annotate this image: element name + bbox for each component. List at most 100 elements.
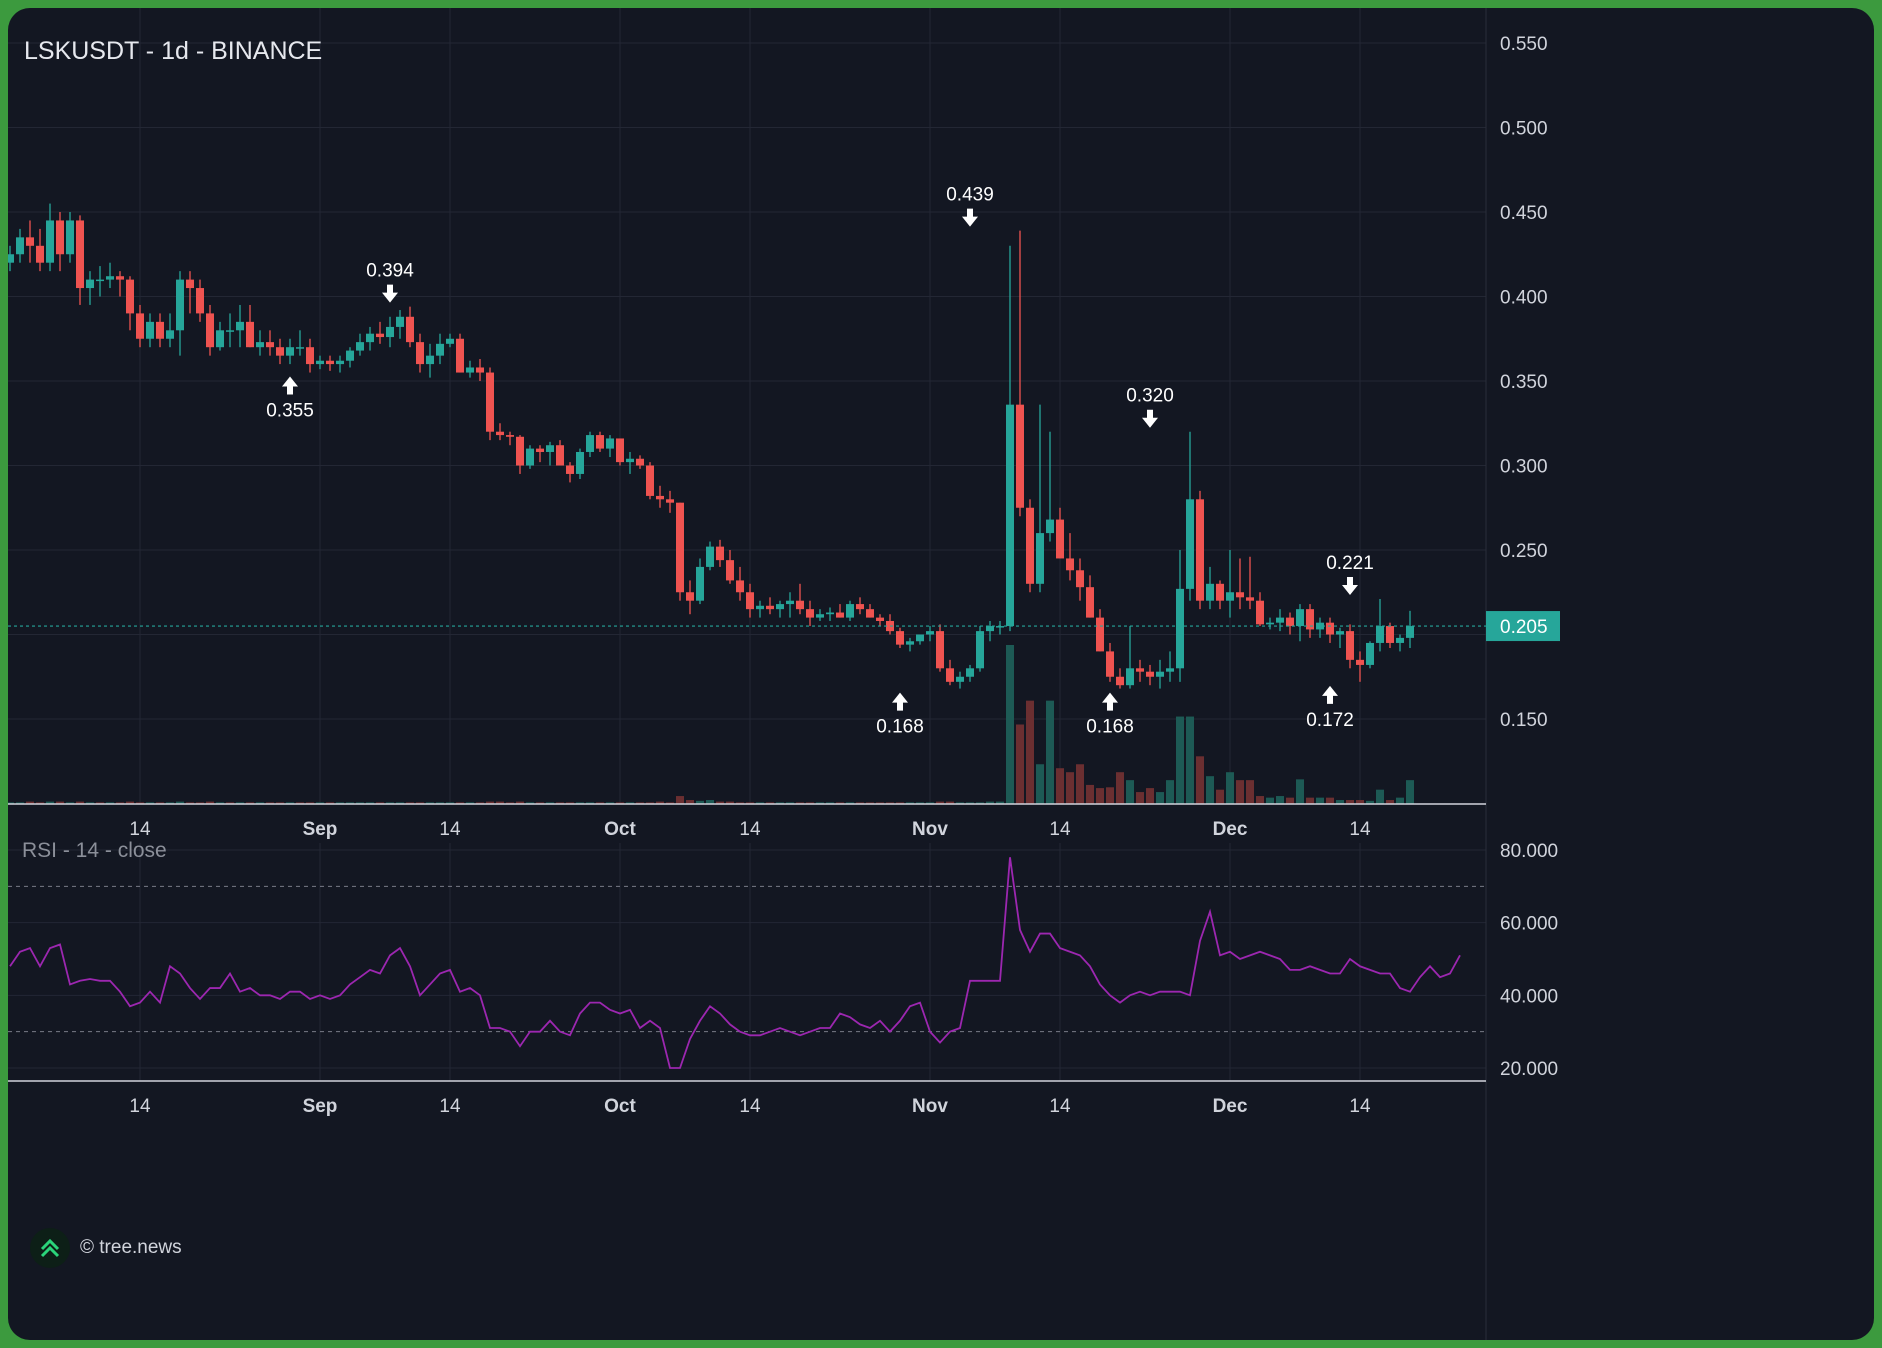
volume-bar [836, 802, 844, 804]
volume-bar [106, 802, 114, 804]
last-price-label: 0.205 [1500, 617, 1548, 638]
volume-bar [146, 802, 154, 804]
volume-bar [856, 802, 864, 804]
time-tick-label: 14 [129, 819, 151, 840]
candle-body [1106, 651, 1114, 677]
volume-bar [706, 800, 714, 804]
candle-body [66, 220, 74, 255]
volume-bar [876, 802, 884, 804]
volume-bar [1406, 780, 1414, 804]
volume-bar [896, 802, 904, 804]
volume-bar [866, 802, 874, 804]
chart-title: LSKUSDT - 1d - BINANCE [24, 37, 322, 65]
candle-body [636, 458, 644, 466]
candle-body [786, 600, 794, 605]
arrow-down-icon [962, 208, 978, 227]
chart-svg[interactable]: 0.550 0.500 0.450 0.400 0.350 0.300 0.250 0.150… [8, 8, 1874, 1340]
volume-bar [936, 801, 944, 804]
volume-bar [1276, 796, 1284, 804]
volume-bar [466, 802, 474, 804]
volume-bar [306, 802, 314, 804]
price-tick-label: 0.300 [1500, 457, 1548, 478]
volume-bar [486, 801, 494, 804]
candle-body [206, 313, 214, 348]
time-tick-label: 14 [1349, 1096, 1371, 1117]
volume-bar [1356, 800, 1364, 804]
candle-body [26, 237, 34, 246]
candle-body [506, 435, 514, 437]
volume-bar [616, 802, 624, 804]
candle-body [936, 631, 944, 669]
volume-bar [1326, 797, 1334, 804]
candle-body [896, 631, 904, 645]
volume-bar [266, 802, 274, 804]
candle-body [706, 546, 714, 567]
candle-body [216, 330, 224, 348]
candle-body [1216, 583, 1224, 601]
rsi-tick-label: 20.000 [1500, 1059, 1558, 1080]
candle-body [526, 448, 534, 466]
volume-bar [686, 800, 694, 804]
arrow-down-icon [1342, 577, 1358, 596]
volume-bar [206, 801, 214, 804]
volume-bar [676, 796, 684, 804]
volume-bar [806, 802, 814, 804]
volume-bar [526, 802, 534, 804]
volume-bar [126, 801, 134, 804]
candle-body [126, 279, 134, 314]
time-tick-label: 14 [739, 819, 761, 840]
candle-body [446, 338, 454, 344]
volume-bar [996, 801, 1004, 804]
candle-body [476, 367, 484, 373]
candle-body [686, 592, 694, 601]
volume-bar [1386, 800, 1394, 804]
volume-bar [1156, 792, 1164, 804]
volume-bar [76, 801, 84, 804]
candle-body [1186, 499, 1194, 589]
volume-bar [536, 802, 544, 804]
candle-body [1026, 507, 1034, 584]
volume-bar [1066, 772, 1074, 804]
volume-bar [276, 802, 284, 804]
volume-bar [656, 801, 664, 804]
volume-bar [176, 801, 184, 804]
candle-body [436, 343, 444, 356]
volume-bar [786, 802, 794, 804]
volume-bar [946, 801, 954, 804]
candle-body [946, 668, 954, 682]
volume-bar [926, 802, 934, 804]
volume-bar [136, 802, 144, 804]
volume-bar [516, 801, 524, 804]
volume-bar [726, 801, 734, 804]
volume-bar [156, 802, 164, 804]
volume-bar [826, 802, 834, 804]
candle-body [356, 342, 364, 351]
volume-bar [1286, 797, 1294, 804]
high-label: 0.439 [946, 185, 994, 206]
volume-bar [196, 802, 204, 804]
arrow-up-icon [282, 376, 298, 395]
volume-bar [446, 802, 454, 804]
candle-body [456, 338, 464, 373]
time-tick-label: 14 [129, 1096, 151, 1117]
time-tick-label: Oct [604, 819, 636, 840]
volume-bar [796, 802, 804, 804]
volume-bar [1186, 716, 1194, 804]
volume-bar [1086, 784, 1094, 804]
volume-bar [1336, 800, 1344, 804]
candle-body [286, 347, 294, 356]
volume-bar [1076, 764, 1084, 804]
candle-body [396, 316, 404, 327]
volume-bar [26, 801, 34, 804]
volume-bar [1346, 800, 1354, 804]
volume-bar [246, 802, 254, 804]
candle-body [496, 431, 504, 436]
time-tick-label: Dec [1213, 819, 1248, 840]
candle-body [1066, 558, 1074, 571]
volume-bar [1266, 797, 1274, 804]
candle-body [1156, 671, 1164, 677]
rsi-layer [8, 857, 1486, 1069]
volume-bar [36, 802, 44, 804]
candle-body [576, 451, 584, 474]
volume-bar [566, 802, 574, 804]
